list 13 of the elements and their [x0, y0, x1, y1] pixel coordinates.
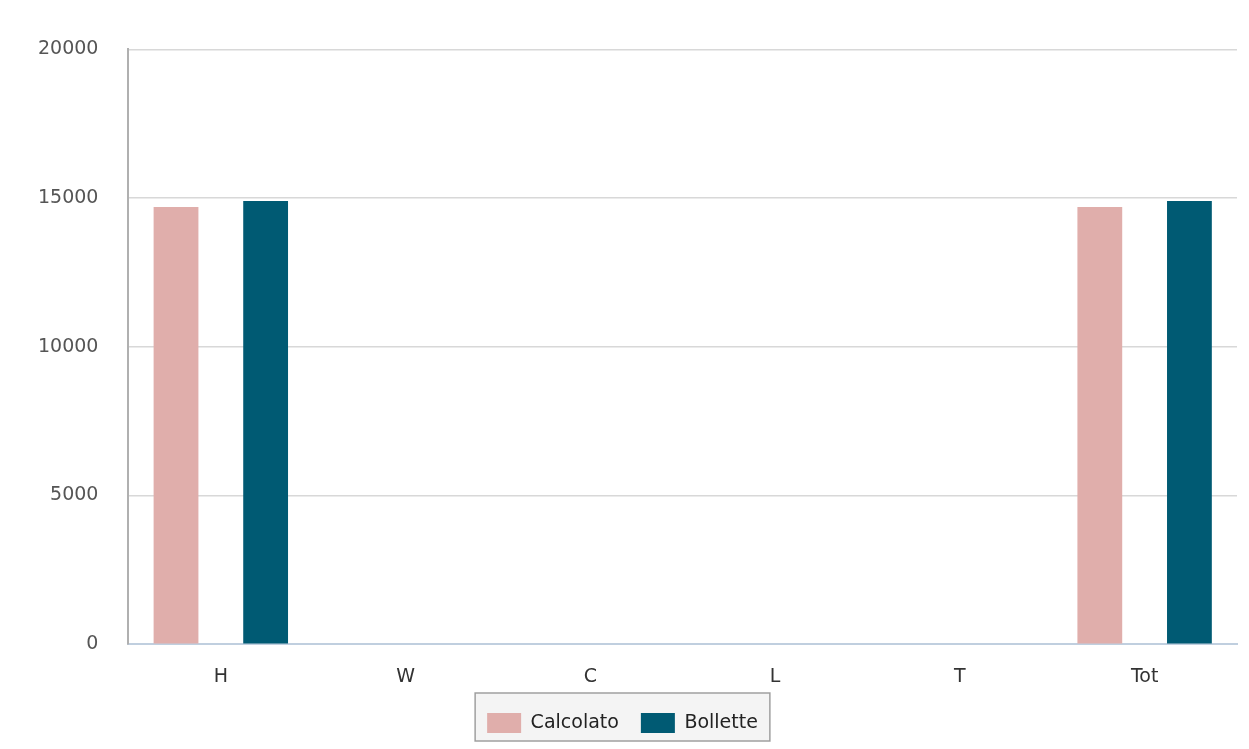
- y-tick-label: 5000: [50, 482, 99, 505]
- x-tick-label: Tot: [1129, 663, 1159, 686]
- x-tick-label: T: [953, 663, 967, 686]
- x-tick-label: W: [396, 663, 416, 686]
- y-tick-label: 15000: [37, 185, 99, 208]
- legend-label: Calcolato: [530, 709, 619, 732]
- legend-label: Bollette: [684, 709, 758, 732]
- x-tick-label: L: [769, 663, 781, 686]
- x-tick-label: H: [213, 663, 228, 686]
- y-tick-label: 0: [86, 631, 99, 654]
- y-tick-label: 20000: [37, 36, 99, 59]
- x-tick-label: C: [583, 663, 597, 686]
- y-tick-label: 10000: [37, 333, 99, 356]
